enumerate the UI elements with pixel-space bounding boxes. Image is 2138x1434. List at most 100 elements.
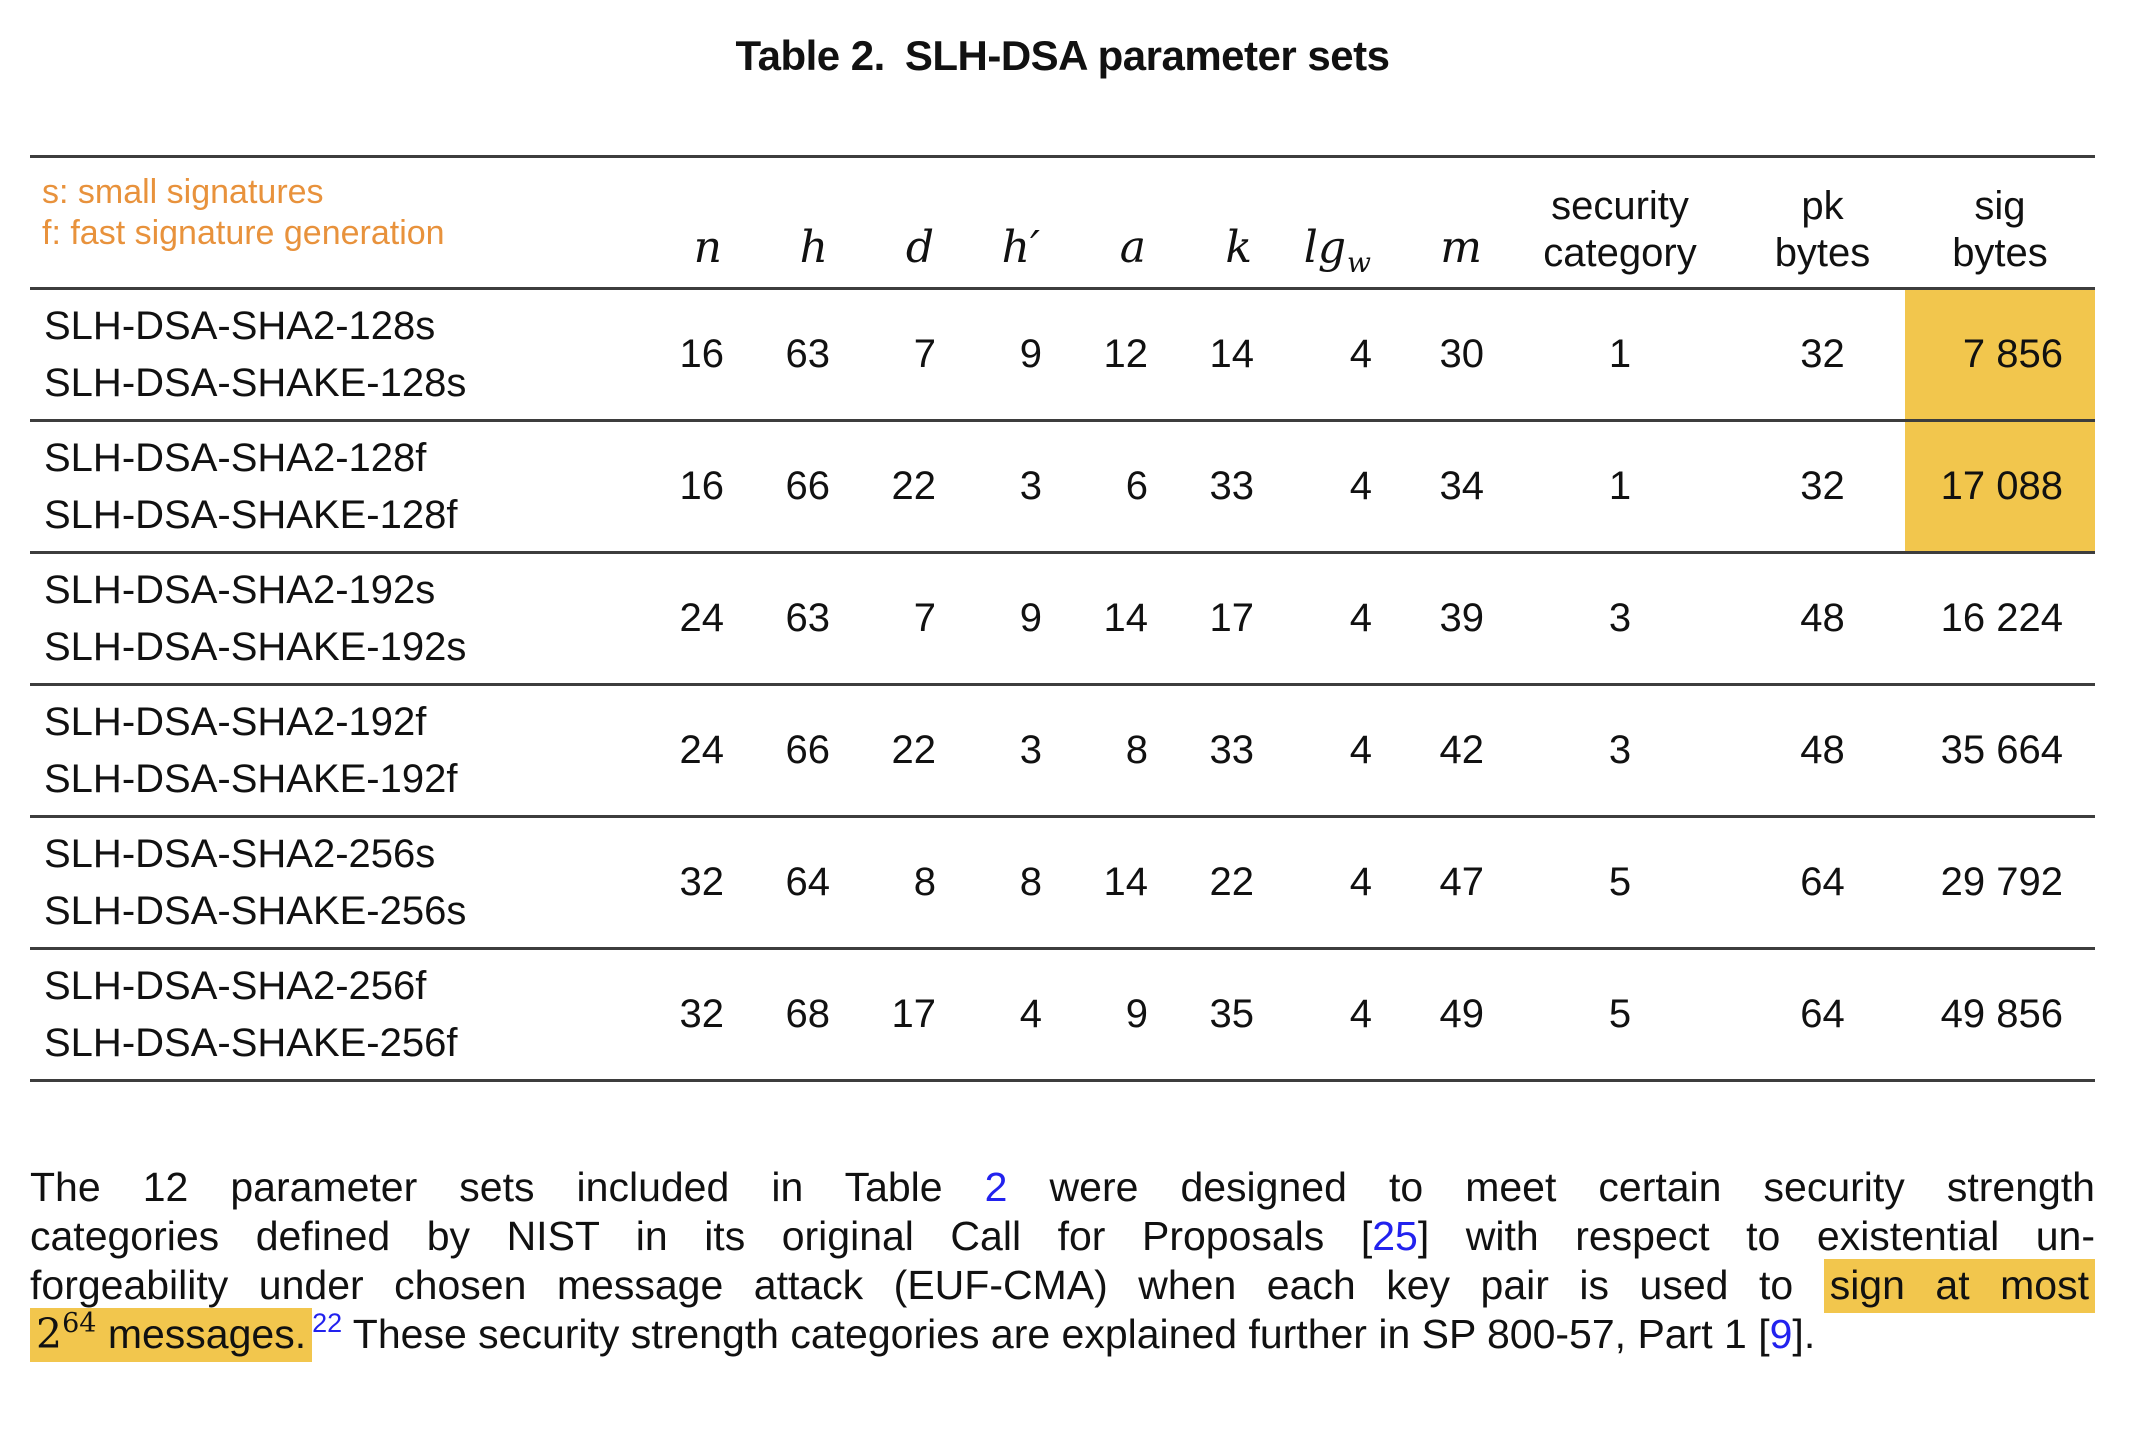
header-name-cell: s: small signatures f: fast signature ge…: [30, 156, 650, 290]
paragraph-text: The 12 parameter sets included in Table: [30, 1164, 985, 1210]
cell-pk-bytes: 48: [1800, 728, 1845, 772]
cell-n: 16: [679, 332, 725, 376]
header-h: h: [740, 156, 846, 290]
cell-k: 17: [1209, 596, 1255, 640]
header-lg: lg: [1303, 222, 1347, 273]
header-security-line1: security: [1551, 184, 1689, 228]
cell-sig-bytes: 49 856: [1940, 992, 2063, 1036]
table-row: SLH-DSA-SHA2-256f SLH-DSA-SHAKE-256f 32 …: [30, 948, 2095, 1081]
cell-sig-bytes-highlighted: 7 856: [1905, 288, 2095, 421]
cell-pk-bytes: 64: [1800, 860, 1845, 904]
cell-k: 33: [1209, 728, 1255, 772]
cell-lg-w: 4: [1349, 860, 1372, 904]
cell-m: 47: [1439, 860, 1485, 904]
paragraph-text: forgeability under chosen message attack…: [30, 1262, 1824, 1308]
table-caption-text: SLH-DSA parameter sets: [904, 32, 1390, 79]
cell-k: 33: [1209, 464, 1255, 508]
table-row: SLH-DSA-SHA2-256s SLH-DSA-SHAKE-256s 32 …: [30, 816, 2095, 949]
cell-h: 66: [785, 728, 831, 772]
param-name: SLH-DSA-SHAKE-192f: [44, 756, 458, 801]
table-row: SLH-DSA-SHA2-128s SLH-DSA-SHAKE-128s 16 …: [30, 288, 2095, 421]
paragraph-text: categories defined by NIST in its origin…: [30, 1213, 1373, 1259]
cell-m: 49: [1439, 992, 1485, 1036]
param-name: SLH-DSA-SHAKE-128f: [44, 492, 458, 537]
param-name: SLH-DSA-SHAKE-256f: [44, 1020, 458, 1065]
cell-pk-bytes: 64: [1800, 992, 1845, 1036]
cell-n: 16: [679, 464, 725, 508]
table-2-link[interactable]: 2: [984, 1164, 1008, 1210]
header-sig-bytes: sig bytes: [1905, 156, 2095, 290]
highlighted-text: 264 messages.: [30, 1308, 313, 1362]
param-name: SLH-DSA-SHAKE-128s: [44, 360, 467, 405]
paragraph-line-4: 264 messages. 22 These security strength …: [30, 1308, 2095, 1364]
cell-param-names: SLH-DSA-SHA2-256s SLH-DSA-SHAKE-256s: [30, 817, 650, 949]
paragraph-text: ] with respect to existential un-: [1417, 1213, 2095, 1259]
cell-h: 63: [785, 596, 831, 640]
table-row: SLH-DSA-SHA2-192f SLH-DSA-SHAKE-192f 24 …: [30, 684, 2095, 817]
table-caption-label: Table 2.: [735, 32, 886, 79]
cell-security-category: 1: [1608, 332, 1632, 376]
cell-d: 7: [913, 332, 936, 376]
cell-param-names: SLH-DSA-SHA2-192f SLH-DSA-SHAKE-192f: [30, 685, 650, 817]
cell-n: 32: [679, 860, 725, 904]
header-pk-bytes: pk bytes: [1740, 156, 1905, 290]
cell-sig-bytes: 16 224: [1940, 596, 2063, 640]
cell-param-names: SLH-DSA-SHA2-128s SLH-DSA-SHAKE-128s: [30, 289, 650, 421]
cell-h-prime: 3: [1019, 728, 1042, 772]
cell-h-prime: 4: [1019, 992, 1042, 1036]
table-row: SLH-DSA-SHA2-128f SLH-DSA-SHAKE-128f 16 …: [30, 420, 2095, 553]
parameter-table: s: small signatures f: fast signature ge…: [30, 155, 2095, 1082]
cell-n: 32: [679, 992, 725, 1036]
footnote-22-link[interactable]: 22: [312, 1308, 343, 1338]
body-paragraph: The 12 parameter sets included in Table …: [30, 1163, 2095, 1364]
cell-d: 7: [913, 596, 936, 640]
cell-h: 63: [785, 332, 831, 376]
math-exponent-64: 64: [62, 1308, 97, 1339]
param-name: SLH-DSA-SHA2-128s: [44, 303, 436, 348]
header-sig-line2: bytes: [1952, 231, 2048, 275]
paragraph-line-1: The 12 parameter sets included in Table …: [30, 1163, 2095, 1212]
cell-security-category: 3: [1608, 596, 1632, 640]
cell-pk-bytes: 48: [1800, 596, 1845, 640]
highlighted-text: sign at most: [1823, 1259, 2095, 1313]
reference-25-link[interactable]: 25: [1372, 1213, 1418, 1259]
header-pk-line1: pk: [1801, 184, 1844, 228]
param-name: SLH-DSA-SHAKE-192s: [44, 624, 467, 669]
cell-sig-bytes: 29 792: [1940, 860, 2063, 904]
header-security-line2: category: [1543, 231, 1697, 275]
paragraph-text: ].: [1792, 1311, 1816, 1357]
legend-small-signatures: s: small signatures: [42, 173, 324, 211]
header-a: a: [1058, 156, 1164, 290]
header-k: k: [1164, 156, 1270, 290]
header-h-prime: h′: [952, 156, 1058, 290]
param-name: SLH-DSA-SHA2-256s: [44, 831, 436, 876]
cell-a: 14: [1103, 860, 1149, 904]
cell-sig-bytes-highlighted: 17 088: [1905, 420, 2095, 553]
cell-param-names: SLH-DSA-SHA2-192s SLH-DSA-SHAKE-192s: [30, 553, 650, 685]
param-name: SLH-DSA-SHA2-192s: [44, 567, 436, 612]
cell-m: 39: [1439, 596, 1485, 640]
header-pk-line2: bytes: [1774, 231, 1871, 275]
cell-h-prime: 8: [1019, 860, 1042, 904]
cell-lg-w: 4: [1349, 992, 1372, 1036]
table-row: SLH-DSA-SHA2-192s SLH-DSA-SHAKE-192s 24 …: [30, 552, 2095, 685]
paragraph-line-2: categories defined by NIST in its origin…: [30, 1212, 2095, 1261]
header-d: d: [846, 156, 952, 290]
cell-param-names: SLH-DSA-SHA2-128f SLH-DSA-SHAKE-128f: [30, 421, 650, 553]
cell-k: 14: [1209, 332, 1255, 376]
cell-m: 42: [1439, 728, 1485, 772]
highlighted-text-rest: messages.: [96, 1311, 307, 1357]
cell-h: 64: [785, 860, 831, 904]
header-lg-w: lgw: [1270, 156, 1388, 290]
header-sig-line1: sig: [1974, 184, 2026, 228]
cell-pk-bytes: 32: [1800, 464, 1845, 508]
cell-h-prime: 9: [1019, 596, 1042, 640]
cell-security-category: 5: [1608, 992, 1632, 1036]
cell-a: 6: [1125, 464, 1148, 508]
cell-h-prime: 9: [1019, 332, 1042, 376]
reference-9-link[interactable]: 9: [1769, 1311, 1793, 1357]
cell-a: 14: [1103, 596, 1149, 640]
cell-lg-w: 4: [1349, 464, 1372, 508]
cell-security-category: 3: [1608, 728, 1632, 772]
